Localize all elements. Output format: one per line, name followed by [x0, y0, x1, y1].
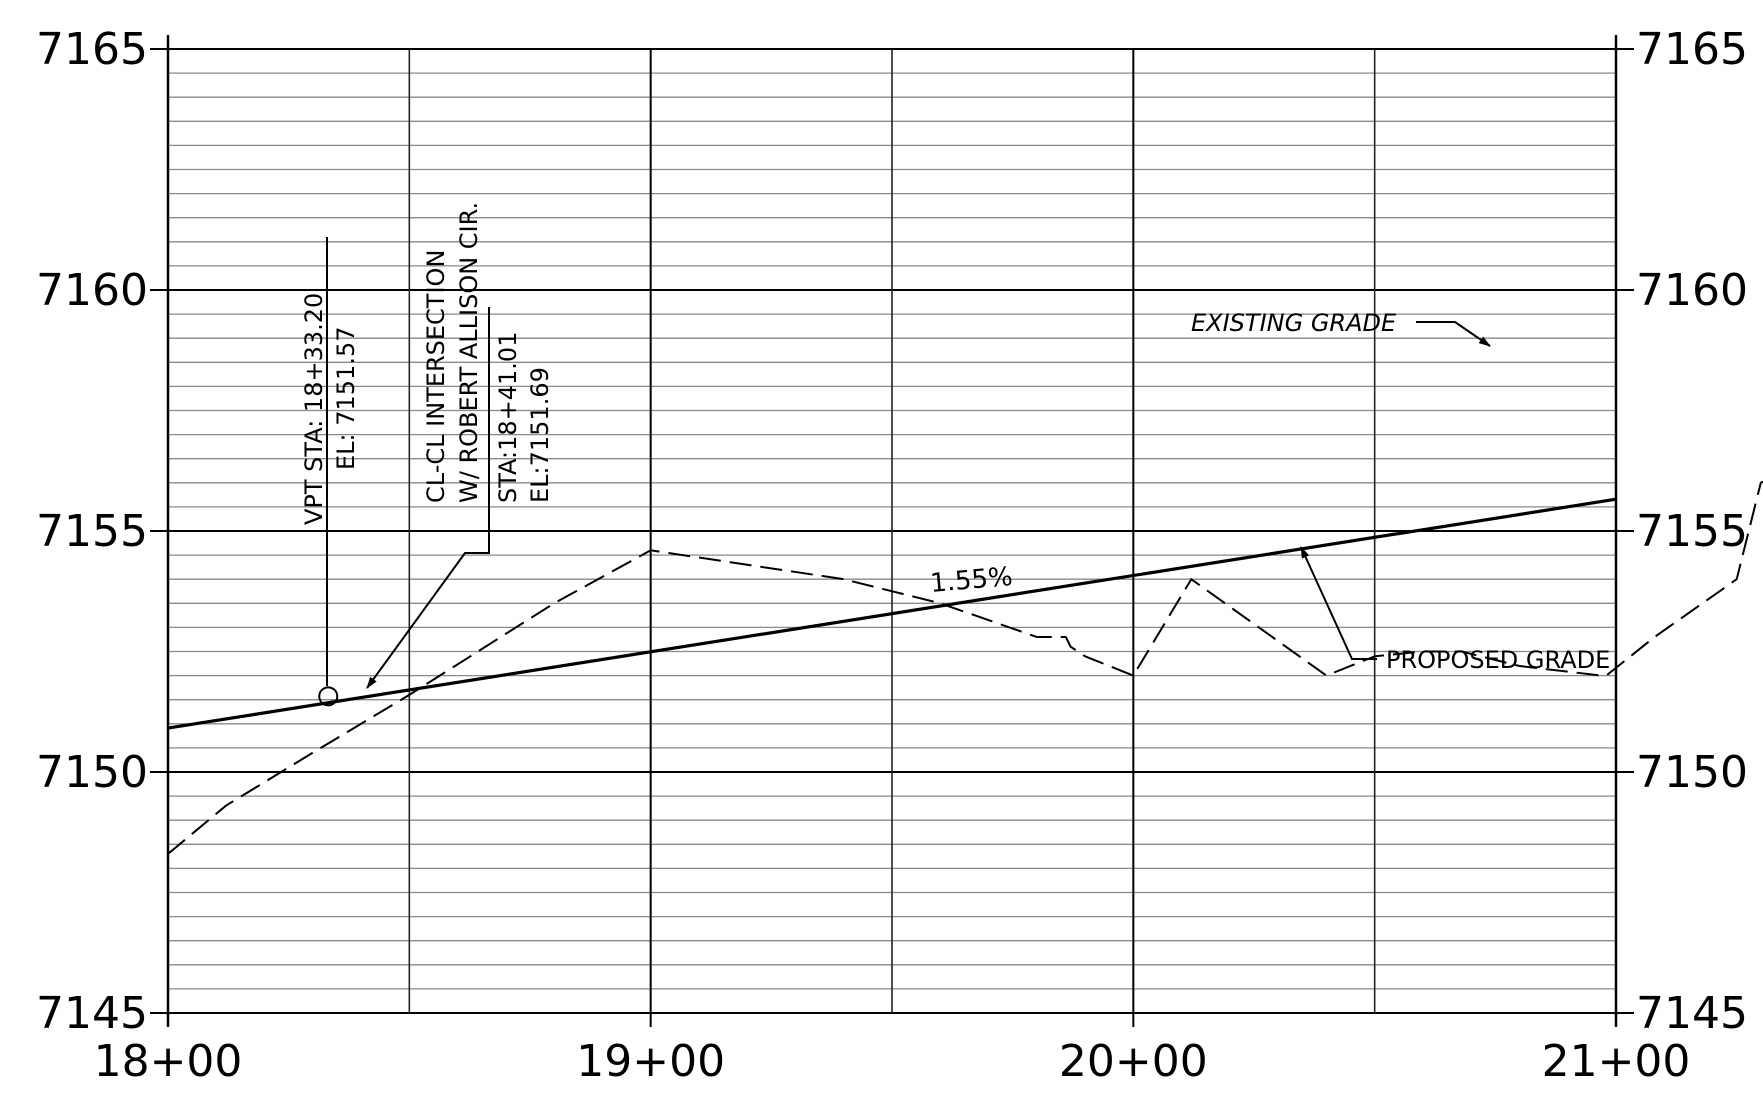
intersection-station-label: STA:18+41.01	[494, 332, 522, 503]
y-tick-label-right: 7160	[1636, 265, 1748, 316]
y-tick-label-left: 7165	[36, 24, 148, 75]
proposed-grade-label: PROPOSED GRADE	[1386, 646, 1610, 674]
grade-slope-label: 1.55%	[929, 562, 1014, 599]
intersection-elev-label: EL:7151.69	[526, 367, 554, 503]
y-tick-label-right: 7145	[1636, 988, 1748, 1039]
vpt-label: VPT STA: 18+33.20	[300, 293, 328, 525]
x-tick-labels: 18+00 19+00 20+00 21+00	[94, 1036, 1691, 1087]
chart-axes	[150, 35, 1634, 1027]
existing-grade-leader	[1416, 321, 1491, 347]
y-tick-label-left: 7155	[36, 506, 148, 557]
y-tick-labels: 7145 7145 7150 7150 7155 7155 7160 7160 7165 7165	[36, 24, 1748, 1039]
y-tick-label-left: 7160	[36, 265, 148, 316]
vpt-marker	[318, 686, 339, 707]
x-tick-label: 18+00	[94, 1036, 243, 1087]
intersection-leader-line	[366, 307, 490, 689]
x-tick-label: 19+00	[576, 1036, 725, 1087]
intersection-road-label: W/ ROBERT ALLISON CIR.	[455, 202, 483, 503]
intersection-label: CL-CL INTERSECTION	[422, 250, 450, 503]
x-tick-label: 21+00	[1542, 1036, 1691, 1087]
y-tick-label-left: 7145	[36, 988, 148, 1039]
proposed-grade-leader	[1300, 546, 1377, 660]
proposed-grade-line	[167, 497, 1617, 730]
y-tick-label-right: 7150	[1636, 747, 1748, 798]
annotations: VPT STA: 18+33.20 EL: 7151.57 CL-CL INTE…	[300, 202, 1610, 689]
y-tick-label-right: 7165	[1636, 24, 1748, 75]
x-tick-label: 20+00	[1059, 1036, 1208, 1087]
y-tick-label-left: 7150	[36, 747, 148, 798]
vpt-elev-label: EL: 7151.57	[332, 327, 360, 471]
series-layer	[167, 480, 1763, 855]
existing-grade-label: EXISTING GRADE	[1191, 309, 1397, 337]
y-tick-label-right: 7155	[1636, 506, 1748, 557]
existing-grade-line	[167, 480, 1763, 855]
